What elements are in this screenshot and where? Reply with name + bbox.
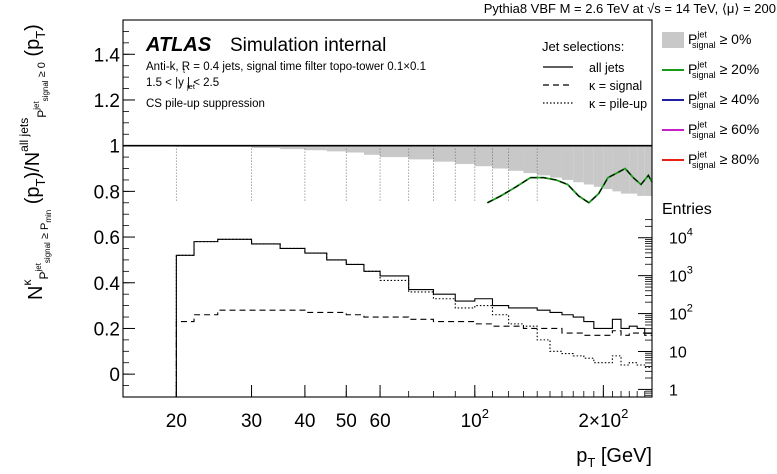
- y-tick-label: 1.4: [94, 45, 121, 66]
- legend-threshold-label: Pjet signal ≥ 20%: [688, 60, 759, 81]
- y-tick-label: 1: [109, 137, 120, 158]
- bin-divider-lines: [175, 145, 538, 202]
- band-bin: [408, 145, 434, 160]
- chart-header: Pythia8 VBF M = 2.6 TeV at √s = 14 TeV, …: [484, 1, 776, 16]
- info-subscript-t: t: [183, 66, 186, 75]
- plot-border: [122, 19, 653, 398]
- series-lines: [175, 167, 653, 397]
- series-solid: [175, 238, 652, 397]
- entries-tick-label: 10: [669, 344, 687, 361]
- legend-selection-label: all jets: [589, 61, 624, 75]
- info-subscript-jet: jet: [186, 82, 196, 91]
- series-dashed: [175, 309, 652, 397]
- legend-threshold-label: Pjet signal ≥ 80%: [688, 150, 759, 171]
- band-bin: [537, 145, 550, 176]
- x-axis-title: pT [GeV]: [576, 445, 652, 470]
- x-tick-label: 102: [461, 406, 489, 432]
- legend-selection-label: κ = signal: [589, 79, 642, 93]
- x-tick-label: 50: [336, 411, 357, 432]
- y-tick-label: 1.2: [94, 91, 120, 112]
- efficiency-band: [176, 145, 652, 196]
- band-bin: [629, 145, 638, 194]
- y-axis-title-text: NκPjetsignal ≥ Pmin (pT)/Nall jetsPjetsi…: [17, 24, 53, 300]
- y-tick-label: 0.2: [94, 319, 120, 340]
- y-tick-label: 0.8: [94, 182, 120, 203]
- legend-selections-title: Jet selections:: [542, 39, 624, 54]
- info-line-2: 1.5 < |y | < 2.5: [146, 77, 219, 89]
- y-tick-label: 0.4: [94, 274, 121, 295]
- x-tick-label: 30: [241, 411, 262, 432]
- series-dotted: [175, 238, 652, 397]
- legends: Jet selections: all jets κ = signal κ = pil…: [542, 30, 759, 171]
- band-bin: [561, 145, 574, 180]
- atlas-label: ATLAS: [145, 34, 212, 56]
- entries-tick-label: 103: [669, 265, 693, 286]
- band-bin: [583, 145, 594, 185]
- x-tick-label: 40: [294, 411, 315, 432]
- y-axis-title: NκPjetsignal ≥ Pmin (pT)/Nall jetsPjetsi…: [17, 24, 53, 300]
- band-bin: [304, 145, 327, 151]
- band-bin: [380, 145, 409, 158]
- band-bin: [326, 145, 347, 152]
- band-bin: [433, 145, 456, 162]
- band-bin: [508, 145, 524, 171]
- band-bin: [280, 145, 305, 150]
- atlas-sublabel: Simulation internal: [230, 35, 386, 56]
- y-tick-label: 0: [109, 365, 120, 386]
- legend-threshold-label: Pjet signal ≥ 0%: [688, 30, 751, 51]
- band-bin: [603, 145, 613, 190]
- x-tick-label: 60: [370, 411, 391, 432]
- info-line-3: CS pile-up suppression: [146, 98, 265, 110]
- entries-tick-label: 104: [669, 227, 693, 248]
- band-bin: [251, 145, 281, 148]
- chart-text: Pythia8 VBF M = 2.6 TeV at √s = 14 TeV, …: [145, 1, 776, 110]
- entries-axis-title: Entries: [662, 201, 712, 218]
- band-bin: [455, 145, 475, 164]
- info-line-1: Anti-k, R = 0.4 jets, signal time filter…: [146, 61, 426, 73]
- band-bin: [523, 145, 538, 174]
- entries-tick-label: 102: [669, 303, 693, 324]
- band-bin: [492, 145, 509, 169]
- band-bin: [549, 145, 562, 178]
- threshold-20-curve-dashed: [487, 167, 653, 204]
- entries-tick-label: 1: [669, 382, 678, 399]
- legend-threshold-label: Pjet signal ≥ 60%: [688, 120, 759, 141]
- band-bin: [612, 145, 622, 192]
- band-bin: [474, 145, 493, 167]
- band-bin: [363, 145, 381, 155]
- legend-selection-label: κ = pile-up: [589, 97, 647, 111]
- x-tick-label: 2×102: [578, 406, 628, 432]
- plot-frame: [122, 19, 653, 398]
- y-tick-label: 0.6: [94, 228, 120, 249]
- band-bin: [644, 145, 652, 196]
- x-tick-label: 20: [166, 411, 187, 432]
- band-bin: [637, 145, 645, 196]
- axes: 0 0.2 0.4 0.6 0.8 1 1.2 1.4 20 30 40 50 60 102 2×102 1 1…: [17, 24, 712, 470]
- legend-threshold-swatch: [662, 32, 684, 48]
- band-bin: [593, 145, 604, 187]
- band-bin: [573, 145, 584, 183]
- legend-threshold-label: Pjet signal ≥ 40%: [688, 90, 759, 111]
- band-bin: [346, 145, 364, 153]
